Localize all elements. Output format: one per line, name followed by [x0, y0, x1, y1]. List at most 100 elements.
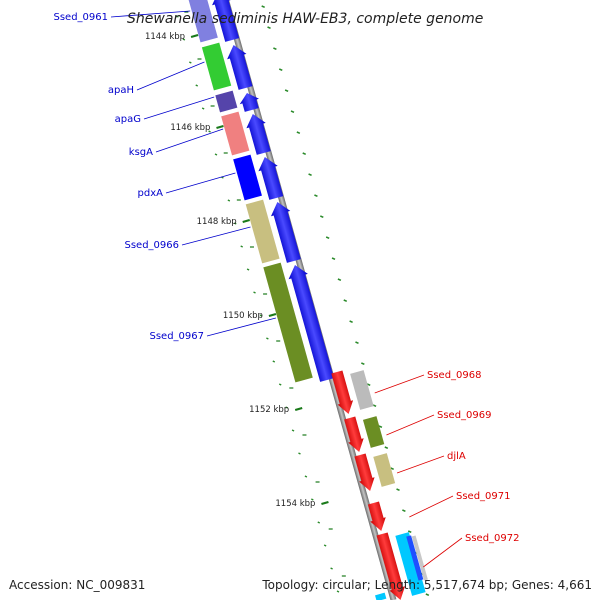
label-leader: [386, 414, 435, 436]
label-leader: [181, 226, 251, 246]
gc-dot-outer: [366, 383, 371, 387]
kbp-tick-label: 1148 kbp: [197, 217, 237, 227]
gene-track: [212, 0, 405, 600]
reverse-gene-arrow: [258, 157, 284, 200]
gc-dot-outer: [284, 89, 289, 93]
gc-dot-outer: [302, 152, 307, 156]
accession-label: Accession: NC_009831: [9, 578, 146, 592]
reverse-gene-arrow: [246, 114, 271, 155]
cog-box: [362, 416, 385, 448]
gc-dot-outer: [349, 320, 353, 324]
forward-gene-arrow: [367, 501, 386, 532]
gc-dot-outer: [337, 278, 342, 282]
kbp-tick-label: 1152 kbp: [249, 405, 289, 415]
reverse-gene-arrow: [227, 45, 253, 90]
cog-box: [373, 453, 396, 487]
gc-dot-inner: [311, 498, 314, 501]
gc-dot-outer: [361, 362, 365, 366]
gene-label: Ssed_0967: [149, 331, 204, 342]
gc-dot-outer: [425, 593, 430, 597]
label-leader: [165, 172, 236, 194]
reverse-gene-arrow: [212, 0, 240, 42]
gene-label: Ssed_0971: [456, 491, 511, 502]
gene-label: apaH: [108, 85, 134, 96]
gc-dot-outer: [372, 404, 377, 408]
kbp-tick-mark: [294, 406, 303, 412]
gc-dot-outer: [378, 425, 383, 429]
gc-dot-inner: [278, 383, 282, 386]
gc-dot-outer: [273, 47, 277, 51]
gc-dot-inner: [188, 61, 192, 64]
cog-box: [245, 199, 280, 264]
label-leader: [143, 96, 215, 120]
gc-dot-outer: [384, 446, 389, 450]
gene-label: Ssed_0966: [124, 240, 179, 251]
gc-dot-outer: [296, 131, 301, 135]
kbp-tick-mark: [268, 312, 277, 318]
cog-box: [201, 42, 232, 91]
label-leaders: [110, 10, 463, 568]
reverse-gene-arrow: [239, 93, 259, 112]
gene-label: Ssed_0972: [465, 533, 520, 544]
gc-dot-inner: [291, 429, 295, 432]
kbp-tick-mark: [216, 124, 224, 130]
gc-dot-outer: [355, 341, 359, 345]
gc-dot-outer: [290, 110, 295, 114]
kbp-tick-mark: [321, 500, 329, 506]
gene-label: Ssed_0961: [53, 12, 108, 23]
gc-dot-inner: [246, 268, 250, 271]
gc-dot-inner: [253, 291, 256, 294]
gc-dot-inner: [182, 38, 186, 41]
cog-track: [186, 0, 428, 596]
label-leader: [396, 455, 445, 474]
forward-gene-arrow: [344, 416, 364, 452]
kbp-tick-label: 1146 kbp: [170, 123, 210, 133]
gene-label: Ssed_0969: [437, 410, 492, 421]
gc-dot-inner: [336, 590, 340, 593]
label-leader: [409, 495, 454, 518]
gc-dot-inner: [272, 360, 276, 363]
gene-label: djlA: [447, 451, 466, 462]
gc-dot-outer: [331, 257, 336, 261]
cog-box: [215, 90, 238, 113]
label-leader: [110, 10, 191, 18]
gc-dot-outer: [308, 173, 312, 177]
gc-dot-outer: [390, 467, 394, 471]
gc-dot-outer: [319, 215, 324, 219]
reverse-gene-arrow: [270, 202, 301, 263]
label-leader: [423, 537, 463, 568]
forward-gene-arrow: [354, 453, 375, 492]
gc-dot-outer: [278, 68, 283, 72]
gc-dot-outer: [402, 509, 406, 513]
label-leader: [374, 374, 425, 394]
gc-dot-inner: [176, 15, 179, 18]
cog-box: [411, 535, 428, 581]
gc-dot-outer: [314, 194, 318, 198]
forward-gene-arrow: [376, 532, 405, 600]
reverse-gene-arrow: [288, 265, 335, 382]
gc-dot-inner: [259, 314, 263, 317]
forward-gene-arrow: [331, 370, 354, 415]
gc-dot-inner: [317, 521, 321, 524]
cog-box: [221, 111, 250, 156]
kbp-ruler: 1144 kbp 1146 kbp 1148 kbp 1150 kbp 1152 kbp…: [145, 11, 346, 577]
gc-dot-outer: [396, 488, 400, 492]
gc-dot-inner: [266, 337, 269, 340]
kbp-tick-mark: [242, 218, 251, 224]
gc-dot-outer: [325, 236, 330, 240]
label-leader: [206, 317, 277, 337]
gc-dot-inner: [233, 222, 237, 225]
gc-dot-inner: [214, 153, 218, 156]
kbp-tick-mark: [190, 33, 199, 39]
kbp-tick-label: 1150 kbp: [223, 311, 263, 321]
topology-label: Topology: circular; Length: 5,517,674 bp…: [262, 578, 592, 592]
gc-dot-inner: [304, 475, 308, 478]
gc-dot-inner: [195, 84, 199, 87]
gc-dot-inner: [240, 245, 243, 248]
gc-dot-inner: [330, 567, 333, 570]
gene-label: apaG: [115, 114, 141, 125]
cog-box: [263, 262, 313, 383]
gc-content-track: [176, 5, 430, 597]
